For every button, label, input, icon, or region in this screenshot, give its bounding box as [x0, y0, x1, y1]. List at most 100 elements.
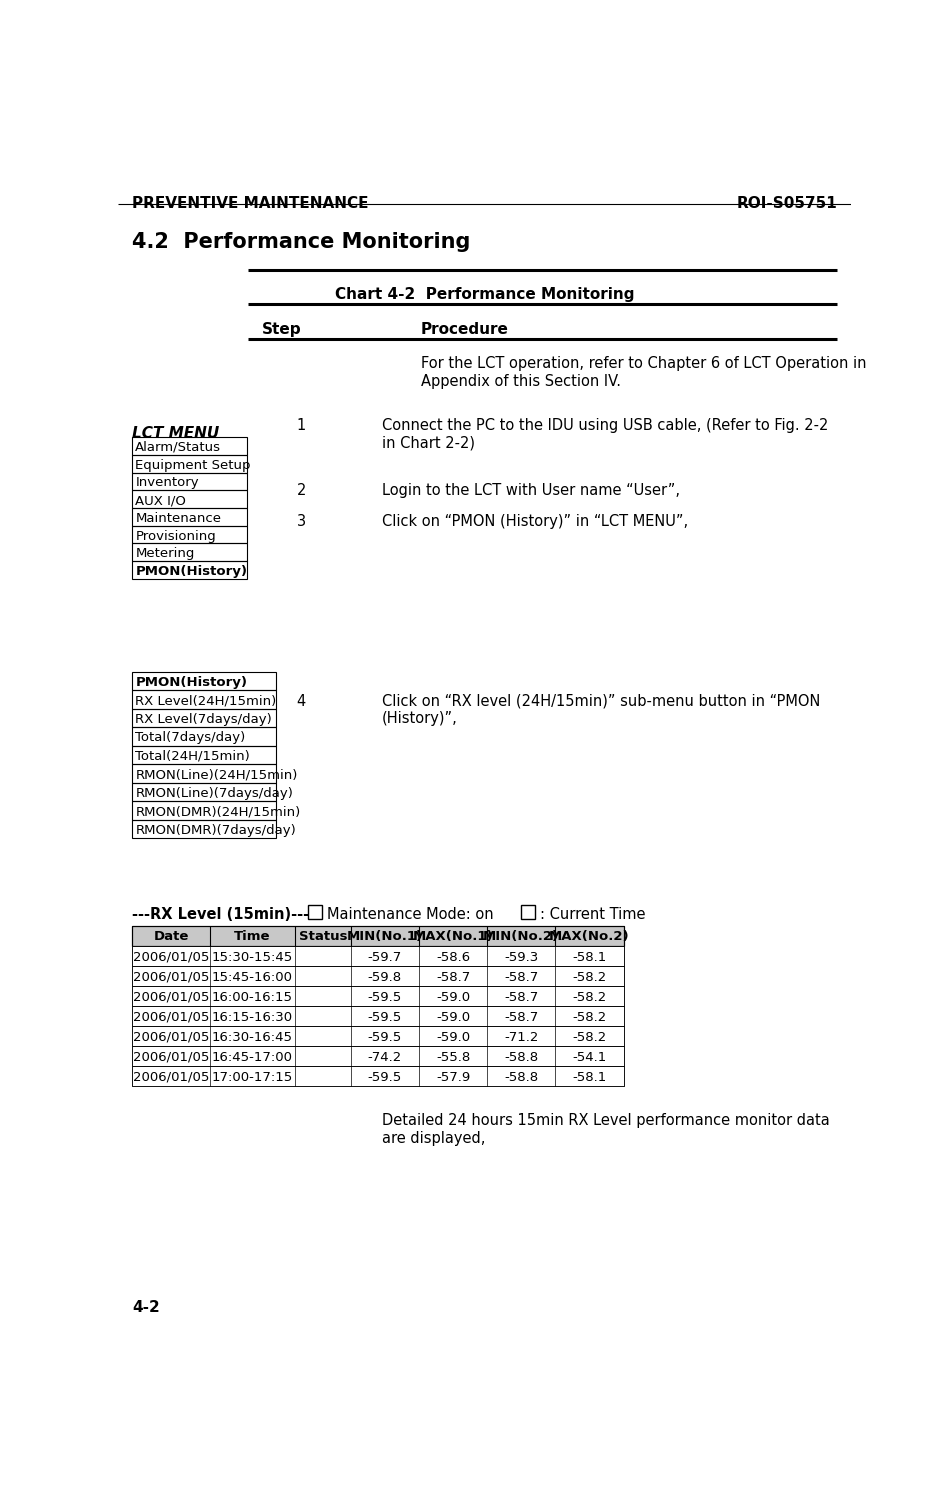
Text: 2006/01/05: 2006/01/05 [132, 1030, 209, 1044]
Text: -59.0: -59.0 [436, 1030, 470, 1044]
Bar [132, 526, 247, 543]
Text: -58.7: -58.7 [504, 970, 538, 984]
Bar [132, 455, 247, 472]
Text: Step: Step [262, 321, 301, 336]
Text: ---RX Level (15min)---: ---RX Level (15min)--- [132, 906, 309, 921]
Text: 16:00-16:15: 16:00-16:15 [212, 991, 293, 1003]
Text: MAX(No.2): MAX(No.2) [549, 930, 630, 944]
Text: RX Level(24H/15min): RX Level(24H/15min) [135, 694, 276, 708]
Bar [132, 966, 623, 985]
Text: PMON(History): PMON(History) [135, 676, 247, 688]
Bar [132, 782, 275, 802]
Text: 17:00-17:15: 17:00-17:15 [212, 1070, 293, 1084]
Text: Click on “RX level (24H/15min)” sub-menu button in “PMON
(History)”,: Click on “RX level (24H/15min)” sub-menu… [382, 694, 820, 726]
Text: Time: Time [234, 930, 271, 944]
Text: -58.7: -58.7 [436, 970, 470, 984]
Text: 2006/01/05: 2006/01/05 [132, 970, 209, 984]
Bar [132, 1026, 623, 1047]
Text: 2006/01/05: 2006/01/05 [132, 951, 209, 963]
Text: 4: 4 [296, 694, 306, 709]
Text: RMON(DMR)(24H/15min): RMON(DMR)(24H/15min) [135, 805, 301, 818]
Bar [132, 985, 623, 1006]
Bar [132, 764, 275, 782]
Bar [132, 802, 275, 820]
Bar [308, 905, 322, 920]
Text: -59.5: -59.5 [368, 1030, 402, 1044]
Text: AUX I/O: AUX I/O [135, 494, 186, 508]
Text: -58.2: -58.2 [572, 970, 606, 984]
Text: -58.8: -58.8 [504, 1051, 538, 1065]
Bar [132, 1026, 623, 1047]
Text: 15:30-15:45: 15:30-15:45 [212, 951, 293, 963]
Text: Chart 4-2  Performance Monitoring: Chart 4-2 Performance Monitoring [335, 287, 635, 302]
Bar [132, 820, 275, 838]
Text: Inventory: Inventory [135, 476, 199, 490]
Text: ROI-S05751: ROI-S05751 [737, 196, 837, 211]
Text: 2: 2 [296, 484, 306, 499]
Text: -59.7: -59.7 [368, 951, 402, 963]
Text: Click on “PMON (History)” in “LCT MENU”,: Click on “PMON (History)” in “LCT MENU”, [382, 514, 688, 529]
Bar [132, 561, 247, 579]
Text: 4-2: 4-2 [132, 1300, 160, 1315]
Text: -74.2: -74.2 [368, 1051, 402, 1065]
Text: LCT MENU: LCT MENU [132, 426, 219, 440]
Text: -58.7: -58.7 [504, 991, 538, 1003]
Text: -59.5: -59.5 [368, 991, 402, 1003]
Text: Total(24H/15min): Total(24H/15min) [135, 749, 250, 763]
Bar [132, 926, 623, 947]
Bar [132, 1006, 623, 1026]
Text: 16:30-16:45: 16:30-16:45 [212, 1030, 293, 1044]
Text: Detailed 24 hours 15min RX Level performance monitor data
are displayed,: Detailed 24 hours 15min RX Level perform… [382, 1114, 830, 1145]
Bar [132, 1066, 623, 1087]
Bar [132, 1047, 623, 1066]
Bar [132, 746, 275, 764]
Text: -57.9: -57.9 [436, 1070, 470, 1084]
Text: Status: Status [299, 930, 347, 944]
Bar [132, 1047, 623, 1066]
Text: -59.3: -59.3 [504, 951, 538, 963]
Text: : Current Time: : Current Time [540, 906, 645, 921]
Bar [132, 690, 275, 709]
Bar [132, 709, 275, 727]
Text: 2006/01/05: 2006/01/05 [132, 991, 209, 1003]
Text: -54.1: -54.1 [572, 1051, 606, 1065]
Text: PREVENTIVE MAINTENANCE: PREVENTIVE MAINTENANCE [132, 196, 369, 211]
Text: Alarm/Status: Alarm/Status [135, 440, 221, 454]
Bar [132, 1006, 623, 1026]
Text: -71.2: -71.2 [504, 1030, 538, 1044]
Bar [132, 672, 275, 690]
Text: -58.2: -58.2 [572, 1030, 606, 1044]
Bar [132, 472, 247, 490]
Text: RMON(DMR)(7days/day): RMON(DMR)(7days/day) [135, 824, 296, 836]
Text: For the LCT operation, refer to Chapter 6 of LCT Operation in
Appendix of this S: For the LCT operation, refer to Chapter … [421, 357, 866, 388]
Text: Login to the LCT with User name “User”,: Login to the LCT with User name “User”, [382, 484, 680, 499]
Text: -59.5: -59.5 [368, 1070, 402, 1084]
Bar [132, 947, 623, 966]
Text: 4.2  Performance Monitoring: 4.2 Performance Monitoring [132, 231, 470, 251]
Text: -58.8: -58.8 [504, 1070, 538, 1084]
Text: -58.6: -58.6 [436, 951, 470, 963]
Bar [132, 437, 247, 455]
Bar [132, 1066, 623, 1087]
Bar [132, 508, 247, 526]
Text: 1: 1 [296, 418, 306, 433]
Text: -58.2: -58.2 [572, 1011, 606, 1024]
Text: -59.0: -59.0 [436, 1011, 470, 1024]
Text: -55.8: -55.8 [436, 1051, 470, 1065]
Text: -58.2: -58.2 [572, 991, 606, 1003]
Text: -58.7: -58.7 [504, 1011, 538, 1024]
Text: Maintenance: Maintenance [135, 512, 221, 526]
Text: MIN(No.1): MIN(No.1) [347, 930, 423, 944]
Bar [132, 985, 623, 1006]
Text: -58.1: -58.1 [572, 951, 606, 963]
Text: -59.5: -59.5 [368, 1011, 402, 1024]
Text: MAX(No.1): MAX(No.1) [412, 930, 494, 944]
Text: -59.0: -59.0 [436, 991, 470, 1003]
Text: 2006/01/05: 2006/01/05 [132, 1011, 209, 1024]
Text: -58.1: -58.1 [572, 1070, 606, 1084]
Text: PMON(History): PMON(History) [135, 564, 247, 578]
Text: Equipment Setup: Equipment Setup [135, 458, 251, 472]
Text: Maintenance Mode: on: Maintenance Mode: on [326, 906, 494, 921]
Text: 16:15-16:30: 16:15-16:30 [212, 1011, 293, 1024]
Text: 16:45-17:00: 16:45-17:00 [212, 1051, 293, 1065]
